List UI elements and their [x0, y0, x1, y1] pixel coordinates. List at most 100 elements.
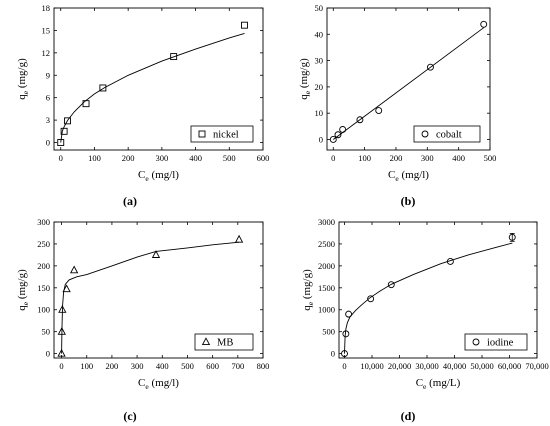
- data-point: [60, 127, 68, 135]
- legend-marker: [421, 130, 429, 138]
- x-tick-label: 700: [231, 361, 244, 371]
- legend-symbol: [198, 130, 206, 138]
- x-tick-label: 100: [88, 153, 101, 163]
- plot-area: 0 100 200 300 400 500 600 0 3 6 9 12 15 18: [42, 3, 270, 163]
- data-point: [170, 53, 178, 61]
- y-tick-label: 2000: [318, 261, 335, 271]
- data-point: [334, 131, 342, 139]
- plot-area: 0 10,000 20,000 30,000 40,000 50,000 60,000 70,…: [318, 217, 549, 371]
- x-tick-label: 500: [484, 153, 497, 163]
- x-axis-title: Ce (mg/l): [138, 169, 179, 183]
- data-point: [234, 234, 244, 243]
- plot-frame: [338, 221, 538, 359]
- y-tick-label: 100: [37, 305, 50, 315]
- data-point: [151, 250, 161, 258]
- y-tick-label: 10: [315, 108, 324, 118]
- data-point: [99, 84, 107, 92]
- panel-label: (c): [123, 409, 136, 423]
- chart-panel-b: 0 100 200 300 400 500 0 10 20 30 40 50 Ce (mg/l) qe…: [298, 3, 496, 208]
- y-axis-title: qe (mg/g): [298, 58, 312, 100]
- data-point: [339, 126, 347, 133]
- y-tick-label: 300: [37, 217, 50, 227]
- x-tick-label: 400: [189, 153, 202, 163]
- data-point: [64, 117, 71, 125]
- data-point: [508, 233, 516, 241]
- data-point: [341, 350, 348, 358]
- x-tick-label: 400: [452, 153, 465, 163]
- data-point: [241, 21, 248, 29]
- y-tick-label: 200: [37, 261, 50, 271]
- panel-label: (d): [401, 409, 416, 423]
- y-tick-label: 9: [46, 70, 50, 80]
- y-tick-label: 30: [315, 56, 324, 66]
- y-tick-label: 1000: [318, 305, 335, 315]
- y-tick-label: 0: [331, 349, 335, 359]
- x-tick-label: 100: [358, 153, 371, 163]
- plot-frame: [326, 7, 491, 151]
- x-tick-label: 600: [257, 153, 270, 163]
- y-tick-label: 1500: [318, 283, 335, 293]
- legend-symbol: [201, 337, 211, 346]
- data-point: [426, 63, 434, 71]
- y-tick-label: 15: [42, 25, 51, 35]
- data-point: [480, 20, 488, 28]
- x-tick-label: 200: [390, 153, 403, 163]
- y-tick-label: 150: [37, 283, 50, 293]
- legend-label: iodine: [487, 338, 514, 349]
- x-tick-label: 100: [80, 361, 93, 371]
- y-tick-label: 500: [322, 327, 335, 337]
- data-point: [345, 310, 353, 318]
- x-tick-label: 10,000: [360, 361, 383, 371]
- legend-label: cobalt: [436, 130, 462, 141]
- data-point: [356, 116, 364, 124]
- x-tick-label: 20,000: [388, 361, 411, 371]
- legend: nickel: [190, 125, 254, 143]
- data-point: [62, 284, 71, 293]
- plot-area: 0 100 200 300 400 500 0 10 20 30 40 50: [315, 3, 497, 163]
- x-tick-label: 30,000: [415, 361, 438, 371]
- data-point: [57, 139, 65, 146]
- y-tick-label: 2500: [318, 239, 335, 249]
- x-axis-title: Ce (mg/l): [388, 169, 429, 183]
- y-tick-label: 6: [46, 93, 50, 103]
- data-point: [58, 304, 67, 313]
- y-tick-label: 0: [319, 134, 323, 144]
- y-tick-label: 3: [46, 115, 50, 125]
- x-tick-label: 200: [122, 153, 135, 163]
- legend-label: MB: [217, 338, 233, 349]
- fit-line: [344, 242, 513, 354]
- legend: iodine: [464, 333, 528, 351]
- y-axis-title: qe (mg/g): [16, 58, 30, 100]
- legend-label: nickel: [213, 130, 239, 141]
- x-axis-title: Ce (mg/L): [416, 377, 461, 391]
- legend: MB: [194, 333, 254, 351]
- y-axis-title: qe (mg/g): [16, 269, 30, 311]
- chart-panel-c: 0 100 200 300 400 500 600 700 800 0 50 100 150 200 250…: [16, 217, 269, 423]
- y-axis-title: qe (mg/g): [301, 269, 315, 311]
- fit-line: [333, 27, 484, 140]
- data-point: [57, 348, 66, 357]
- x-tick-label: 500: [223, 153, 236, 163]
- y-tick-label: 40: [315, 29, 324, 39]
- plot-frame: [53, 221, 264, 359]
- fit-line: [60, 32, 245, 143]
- y-tick-label: 18: [42, 3, 51, 13]
- fit-line: [61, 241, 240, 354]
- legend-marker: [472, 338, 480, 346]
- legend-symbol: [421, 130, 429, 138]
- y-tick-label: 20: [315, 82, 324, 92]
- plot-area: 0 100 200 300 400 500 600 700 800 0 50 100 150 200 250…: [37, 217, 269, 371]
- x-tick-label: 0: [59, 361, 63, 371]
- x-tick-label: 200: [106, 361, 119, 371]
- y-tick-label: 50: [42, 327, 51, 337]
- chart-panel-d: 0 10,000 20,000 30,000 40,000 50,000 60,000 70,…: [301, 217, 549, 423]
- x-tick-label: 800: [257, 361, 270, 371]
- x-tick-label: 50,000: [470, 361, 493, 371]
- data-point: [446, 258, 454, 265]
- plot-frame: [53, 7, 264, 151]
- x-tick-label: 600: [206, 361, 219, 371]
- y-tick-label: 0: [46, 349, 50, 359]
- data-point: [367, 295, 375, 303]
